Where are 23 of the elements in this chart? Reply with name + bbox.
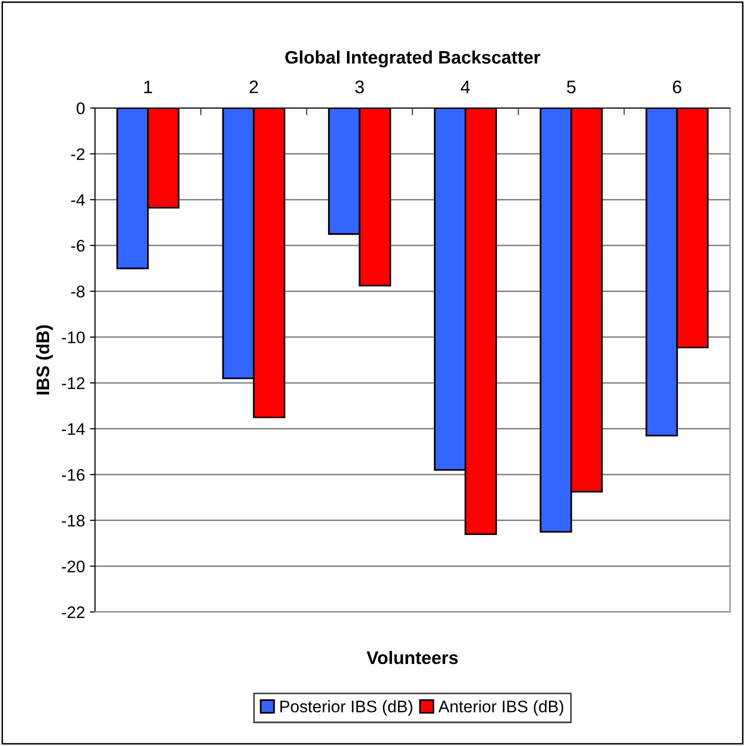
y-tick-label: 0 [76,102,85,114]
x-tick-label: 3 [355,80,364,94]
y-tick-label: -2 [71,148,84,160]
y-tick-label: -12 [62,377,84,389]
x-tick-label: 4 [460,80,470,94]
y-tick-label: -22 [62,606,84,618]
legend-label: Posterior IBS (dB) [280,700,412,716]
y-tick-label: -10 [62,331,85,344]
x-tick-label: 6 [672,80,682,94]
y-tick-label: -18 [62,514,85,527]
y-tick-label: -8 [71,286,85,298]
y-axis-title: IBS (dB) [36,325,53,394]
y-tick-label: -20 [62,560,85,572]
y-tick-label: -14 [62,423,85,435]
x-tick-label: 1 [144,80,152,94]
y-tick-label: -4 [71,194,85,206]
x-axis-title: Volunteers [366,650,458,664]
y-tick-label: -16 [62,468,85,481]
chart-title: Global Integrated Backscatter [285,50,540,68]
x-tick-label: 2 [250,80,258,94]
legend-label: Anterior IBS (dB) [438,700,564,716]
x-tick-label: 5 [566,80,576,94]
y-tick-label: -6 [71,240,85,252]
